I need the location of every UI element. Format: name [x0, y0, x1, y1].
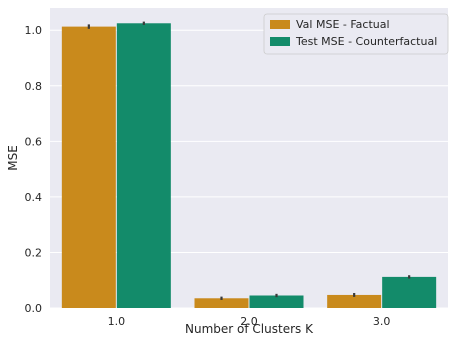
- bar-test-1: [249, 295, 304, 308]
- bars: [61, 23, 437, 309]
- x-tick-labels: 1.0 2.0 3.0: [108, 315, 391, 328]
- x-tick-label: 1.0: [108, 315, 126, 328]
- legend-label-test: Test MSE - Counterfactual: [295, 35, 437, 48]
- bar-val-0: [61, 26, 116, 308]
- y-tick-label: 0.8: [25, 80, 43, 93]
- legend-swatch-test: [270, 37, 290, 46]
- plot-area-background: [50, 8, 448, 308]
- y-tick-label: 0.0: [25, 302, 43, 315]
- x-axis-label: Number of Clusters K: [185, 322, 314, 336]
- y-tick-label: 0.6: [25, 135, 43, 148]
- error-bars: [87, 21, 411, 300]
- bar-val-1: [194, 298, 249, 308]
- bar-val-2: [327, 294, 382, 308]
- legend-label-val: Val MSE - Factual: [296, 18, 390, 31]
- x-tick-label: 3.0: [373, 315, 391, 328]
- legend-swatch-val: [270, 20, 290, 29]
- y-tick-label: 0.4: [25, 191, 43, 204]
- y-tick-label: 0.2: [25, 246, 43, 259]
- y-tick-labels: 0.0 0.2 0.4 0.6 0.8 1.0: [25, 24, 43, 315]
- y-axis-label: MSE: [6, 145, 20, 171]
- legend: Val MSE - Factual Test MSE - Counterfact…: [263, 13, 449, 55]
- bar-test-2: [382, 276, 437, 308]
- bar-test-0: [116, 23, 171, 309]
- legend-frame: [263, 13, 449, 55]
- x-tick-label: 2.0: [240, 315, 258, 328]
- y-tick-label: 1.0: [25, 24, 43, 37]
